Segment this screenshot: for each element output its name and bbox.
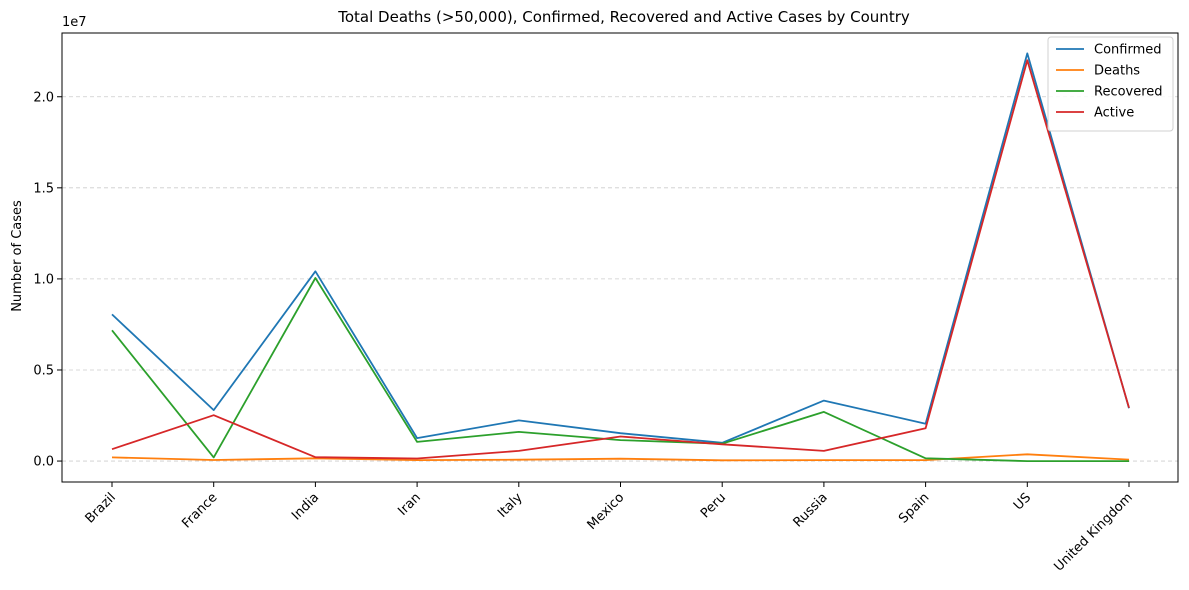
y-tick-label: 0.0 bbox=[33, 455, 54, 470]
series-line-confirmed bbox=[111, 52, 1130, 444]
series-line-active bbox=[111, 59, 1130, 460]
y-axis-title: Number of Cases bbox=[10, 200, 25, 312]
y-axis-ticks: 0.0 0.5 1.0 1.5 2.0 bbox=[33, 90, 62, 470]
y-tick-label: 1.0 bbox=[33, 272, 54, 287]
series-line-deaths bbox=[111, 453, 1130, 462]
legend: Confirmed Deaths Recovered Active bbox=[1047, 36, 1174, 132]
legend-label: Active bbox=[1094, 106, 1134, 121]
legend-label: Deaths bbox=[1094, 64, 1140, 79]
y-tick-label: 2.0 bbox=[33, 90, 54, 105]
legend-label: Recovered bbox=[1094, 85, 1163, 100]
y-tick-label: 1.5 bbox=[33, 181, 54, 196]
legend-label: Confirmed bbox=[1094, 43, 1162, 58]
series-lines bbox=[111, 52, 1130, 463]
series-line-recovered bbox=[111, 277, 1129, 463]
y-tick-label: 0.5 bbox=[33, 363, 54, 378]
grid-lines bbox=[62, 96, 1178, 462]
legend-frame bbox=[1047, 36, 1174, 132]
chart-title: Total Deaths (>50,000), Confirmed, Recov… bbox=[337, 8, 910, 26]
y-axis-offset-label: 1e7 bbox=[62, 15, 87, 30]
